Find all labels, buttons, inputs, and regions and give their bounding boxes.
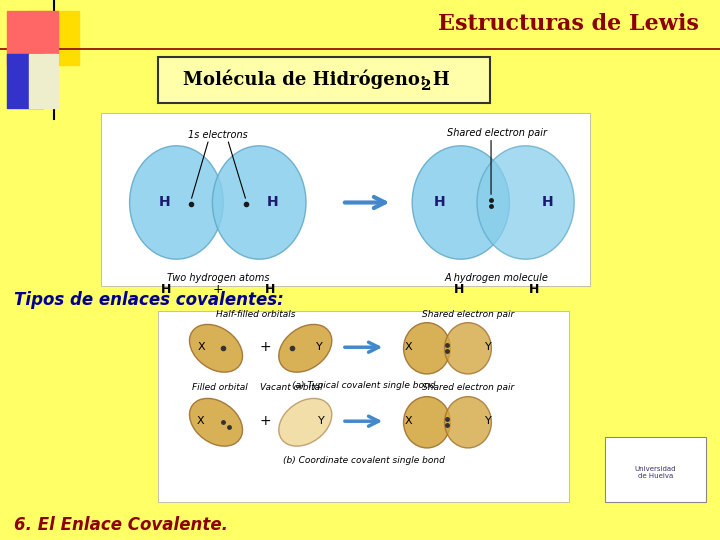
Text: X: X [405,416,413,426]
Text: 6. El Enlace Covalente.: 6. El Enlace Covalente. [14,516,228,534]
Text: 2: 2 [421,79,432,93]
Text: X: X [197,416,204,426]
Text: Y: Y [316,342,323,352]
Text: X: X [405,342,413,352]
Ellipse shape [403,396,451,448]
Bar [101,113,590,286]
Text: +: + [213,283,223,296]
Bar [605,437,706,502]
Bar [158,310,569,502]
Ellipse shape [212,146,306,259]
Ellipse shape [189,399,243,446]
Text: X: X [198,342,205,352]
Ellipse shape [445,322,491,374]
Text: Universidad
de Huelva: Universidad de Huelva [634,466,676,479]
Bar [7,11,58,65]
Text: Molécula de Hidrógeno: H: Molécula de Hidrógeno: H [184,70,450,90]
Ellipse shape [445,396,491,448]
Ellipse shape [279,399,332,446]
Text: H: H [529,283,539,296]
Text: A hydrogen molecule: A hydrogen molecule [445,273,549,283]
Text: (a) Typical covalent single bond: (a) Typical covalent single bond [292,381,436,390]
Text: Shared electron pair: Shared electron pair [422,309,514,319]
Ellipse shape [130,146,223,259]
Text: Half-filled orbitals: Half-filled orbitals [216,309,295,319]
Text: H: H [158,195,170,210]
Text: Estructuras de Lewis: Estructuras de Lewis [438,14,698,35]
Text: +: + [259,414,271,428]
Text: H: H [454,283,464,296]
Text: Filled orbital: Filled orbital [192,382,248,392]
Text: H: H [265,283,275,296]
Text: H: H [161,283,171,296]
Text: Shared electron pair: Shared electron pair [422,382,514,392]
Text: H: H [541,195,553,210]
Bar [7,54,43,108]
Ellipse shape [412,146,510,259]
Text: Shared electron pair: Shared electron pair [447,127,546,138]
Text: 1s electrons: 1s electrons [189,130,248,140]
Text: (b) Coordinate covalent single bond: (b) Coordinate covalent single bond [283,456,444,465]
Text: Y: Y [318,416,325,426]
Ellipse shape [189,325,243,372]
FancyBboxPatch shape [158,57,490,103]
Ellipse shape [477,146,575,259]
Text: Vacant orbital: Vacant orbital [261,382,323,392]
Text: Two hydrogen atoms: Two hydrogen atoms [167,273,269,283]
Text: Y: Y [485,416,492,426]
Text: Y: Y [485,342,492,352]
Ellipse shape [279,325,332,372]
Text: H: H [266,195,278,210]
Bar [29,11,79,65]
Ellipse shape [403,322,451,374]
Text: H: H [433,195,445,210]
Bar [29,54,58,108]
Text: +: + [259,340,271,354]
Text: Tipos de enlaces covalentes:: Tipos de enlaces covalentes: [14,291,284,309]
